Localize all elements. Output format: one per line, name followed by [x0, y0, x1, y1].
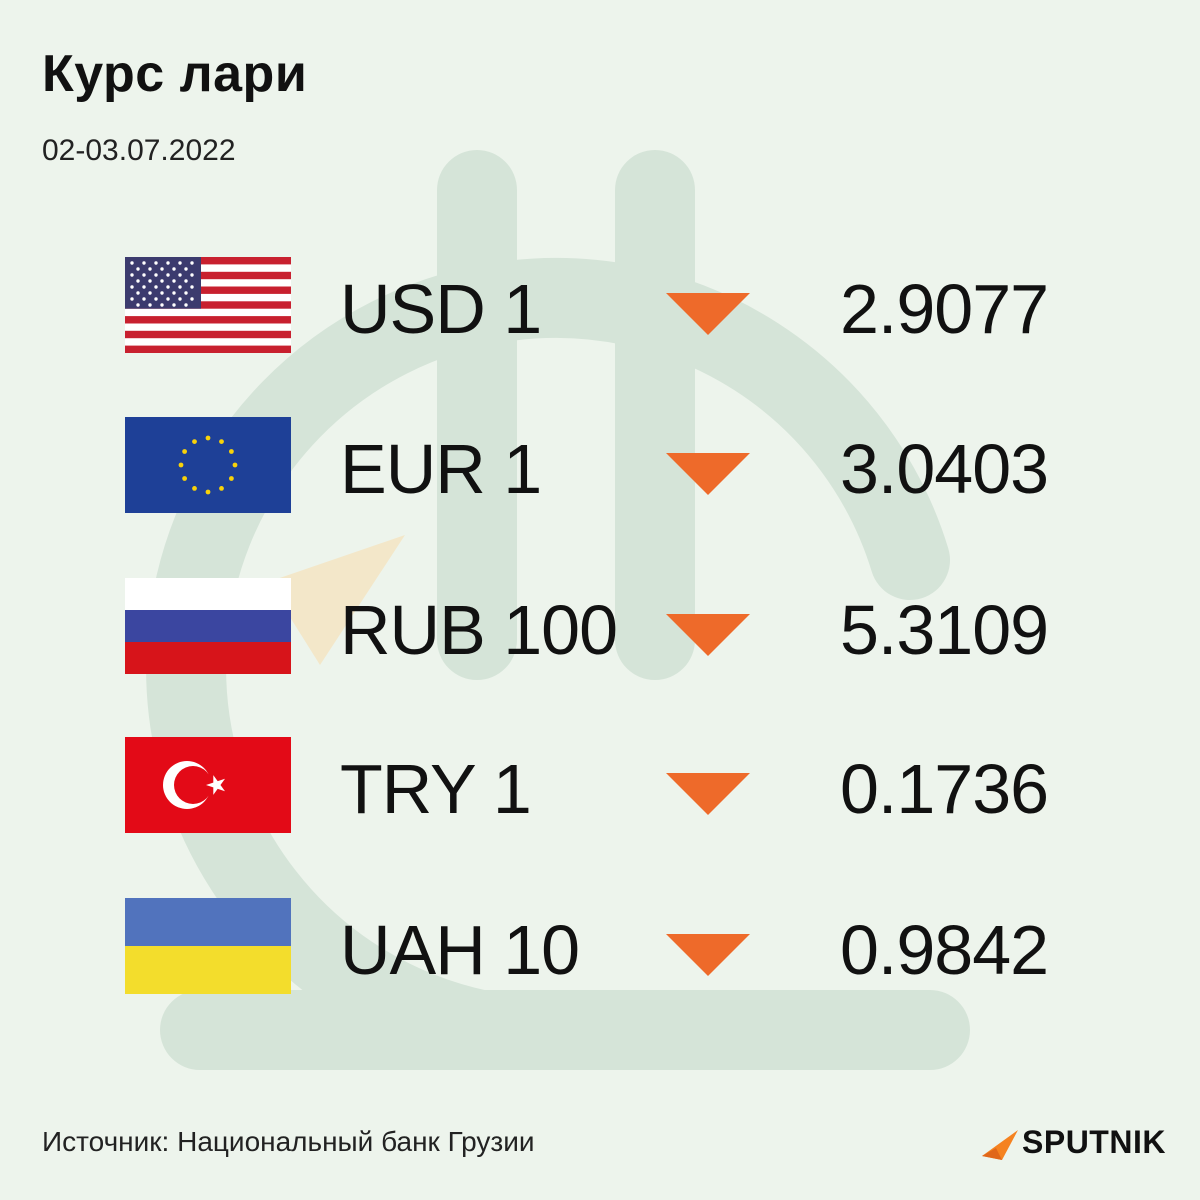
sputnik-logo: SPUTNIK [980, 1118, 1165, 1168]
trend-down-icon [666, 934, 750, 976]
source-note: Источник: Национальный банк Грузии [42, 1126, 535, 1157]
usa-flag-icon [125, 257, 291, 353]
russia-flag-icon [125, 578, 291, 674]
trend-down-icon [666, 293, 750, 335]
turkey-flag-icon [125, 737, 291, 833]
rate-value: 5.3109 [840, 591, 1049, 669]
currency-code: USD 1 [340, 270, 542, 348]
currency-code: EUR 1 [340, 430, 542, 508]
trend-down-icon [666, 614, 750, 656]
rate-value: 2.9077 [840, 270, 1049, 348]
trend-down-icon [666, 453, 750, 495]
sputnik-logo-icon [982, 1130, 1018, 1160]
date-label: 02-03.07.2022 [42, 134, 236, 167]
rate-row-rub: RUB 100 5.3109 [0, 578, 1200, 678]
rate-value: 0.9842 [840, 911, 1049, 989]
sputnik-logo-text: SPUTNIK [1022, 1124, 1166, 1160]
currency-code: RUB 100 [340, 591, 618, 669]
rate-value: 3.0403 [840, 430, 1049, 508]
rate-row-eur: EUR 1 3.0403 [0, 417, 1200, 517]
ukraine-flag-icon [125, 898, 291, 994]
rate-row-try: TRY 1 0.1736 [0, 737, 1200, 837]
eu-flag-icon [125, 417, 291, 513]
rate-value: 0.1736 [840, 750, 1049, 828]
page-title: Курс лари [42, 45, 308, 103]
currency-code: TRY 1 [340, 750, 532, 828]
trend-down-icon [666, 773, 750, 815]
rate-row-usd: USD 1 2.9077 [0, 257, 1200, 357]
rate-row-uah: UAH 10 0.9842 [0, 898, 1200, 998]
currency-code: UAH 10 [340, 911, 580, 989]
